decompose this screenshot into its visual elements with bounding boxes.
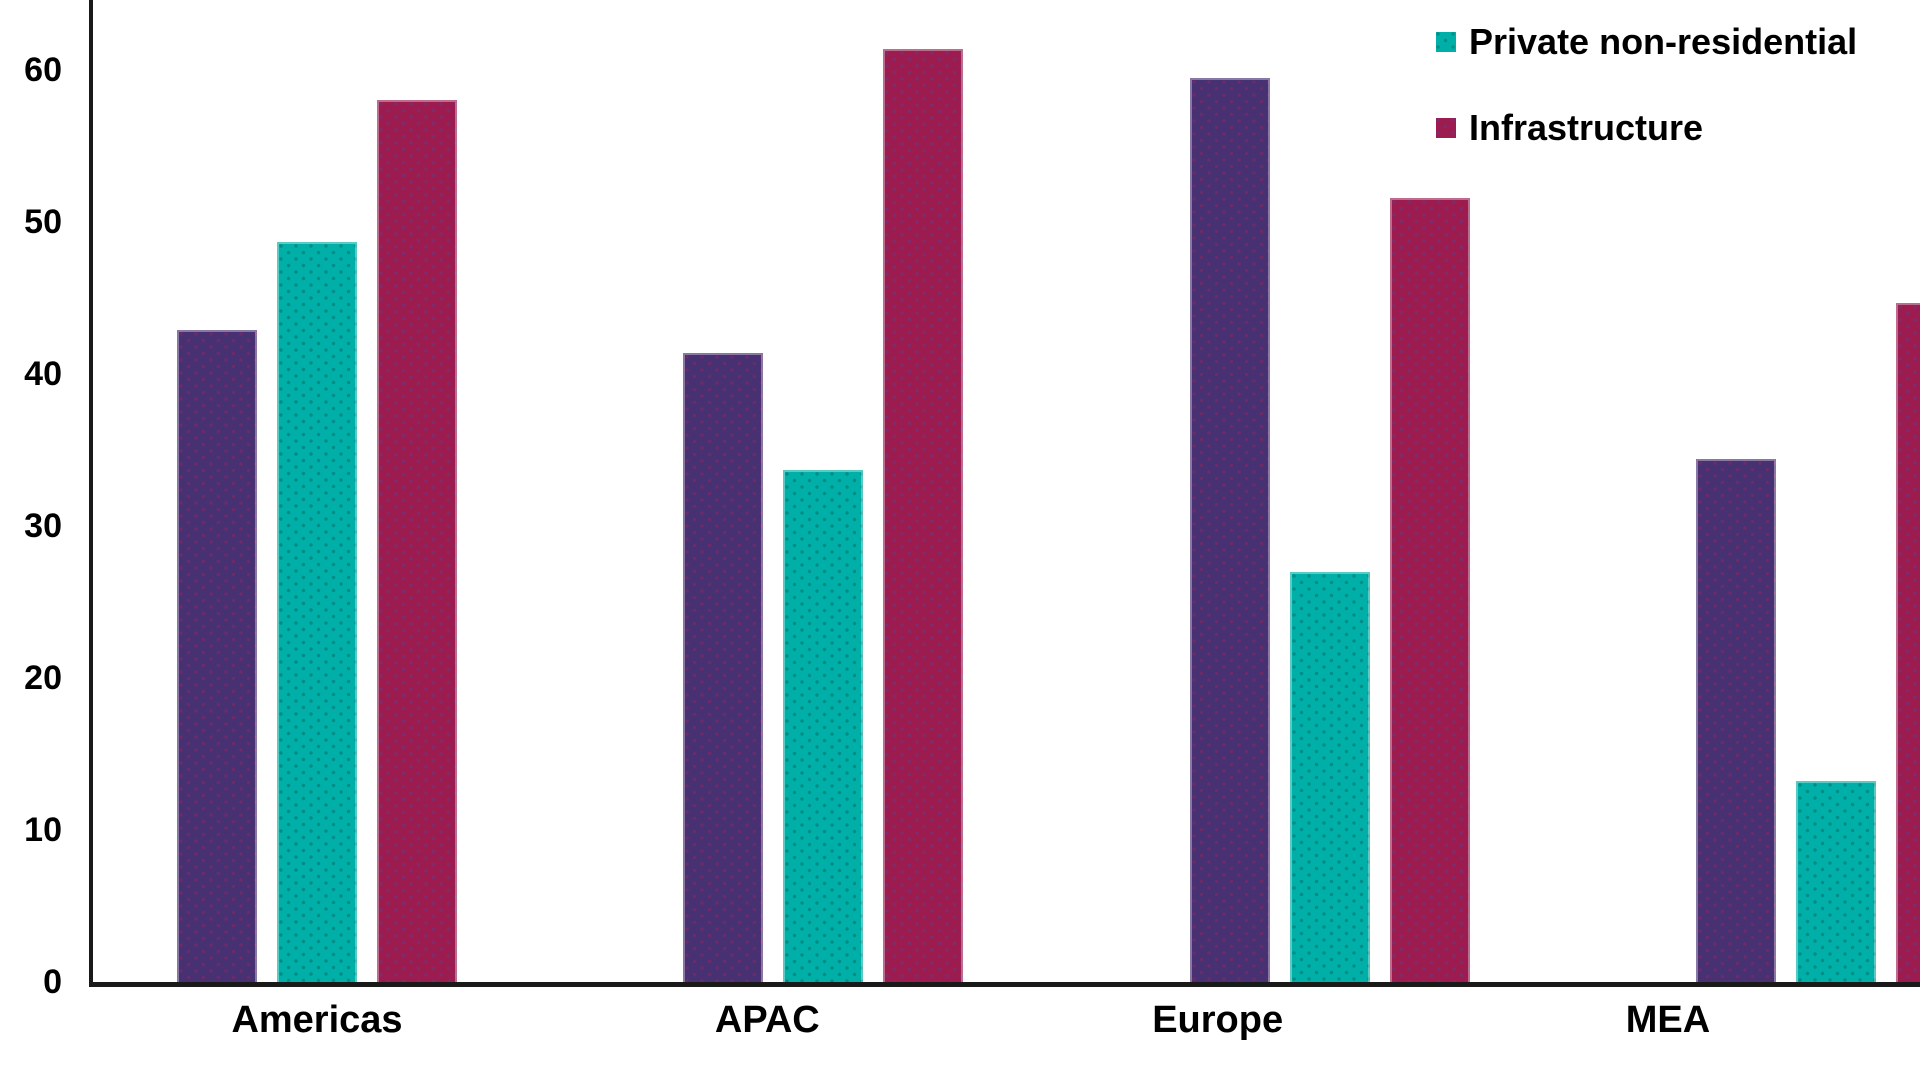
bar-europe-private-non-residential <box>1289 572 1370 982</box>
y-tick-label-50: 50 <box>24 203 62 241</box>
x-axis-label-apac: APAC <box>714 999 820 1041</box>
bar-americas-series-1 <box>177 330 257 982</box>
x-axis-labels: Americas APAC Europe MEA <box>93 998 1892 1044</box>
y-tick-label-30: 30 <box>24 507 62 545</box>
x-axis-label-americas: Americas <box>231 999 403 1041</box>
plot-area <box>89 0 1920 987</box>
bar-group-mea <box>1695 0 1920 982</box>
bar-apac-series-1 <box>683 353 764 982</box>
bar-mea-series-1 <box>1695 459 1776 982</box>
bar-apac-infrastructure <box>883 49 964 982</box>
bar-group-apac <box>683 0 964 982</box>
legend-swatch-icon <box>1436 118 1456 138</box>
legend-item-private-non-residential: Private non-residential <box>1436 18 1857 66</box>
legend-label: Infrastructure <box>1469 107 1704 148</box>
legend: Private non-residential Infrastructure <box>1436 18 1857 190</box>
bar-europe-infrastructure <box>1389 198 1470 982</box>
bar-europe-series-1 <box>1189 78 1270 982</box>
bar-group-europe <box>1189 0 1470 982</box>
bar-mea-infrastructure <box>1895 303 1920 982</box>
bar-mea-private-non-residential <box>1795 781 1876 982</box>
y-tick-label-40: 40 <box>24 355 62 393</box>
x-axis-label-mea: MEA <box>1625 999 1711 1041</box>
y-tick-label-10: 10 <box>24 811 62 849</box>
bar-americas-infrastructure <box>377 100 457 982</box>
y-tick-label-0: 0 <box>43 963 62 1001</box>
bar-apac-private-non-residential <box>783 470 864 982</box>
y-axis-tick-labels: 0 10 20 30 40 50 60 <box>0 0 62 999</box>
y-tick-label-20: 20 <box>24 659 62 697</box>
legend-item-infrastructure: Infrastructure <box>1436 104 1857 152</box>
bar-group-americas <box>177 0 457 982</box>
bar-americas-private-non-residential <box>277 242 357 982</box>
y-tick-label-60: 60 <box>24 51 62 89</box>
legend-swatch-icon <box>1436 32 1456 52</box>
legend-label: Private non-residential <box>1469 21 1858 62</box>
x-axis-label-europe: Europe <box>1152 999 1284 1041</box>
